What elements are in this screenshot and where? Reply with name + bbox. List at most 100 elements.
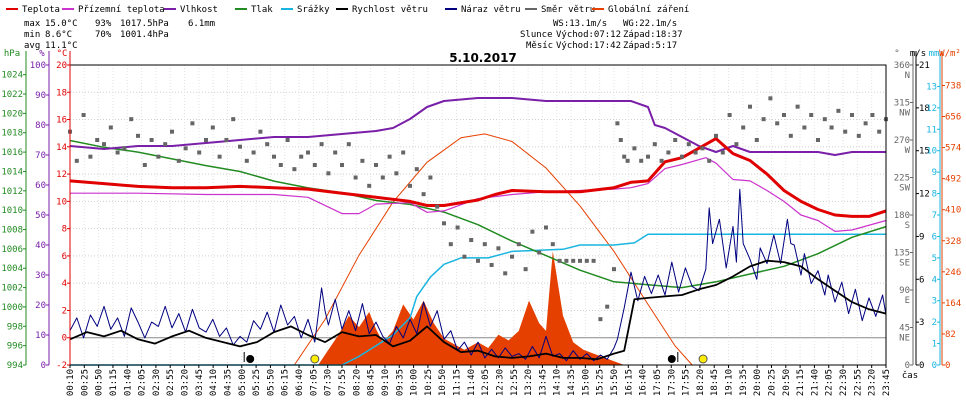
wind-direction-point: [775, 121, 780, 126]
x-tick-label: 04:35: [223, 369, 233, 396]
wind-direction-point: [319, 142, 324, 147]
wind-direction-point: [421, 192, 426, 197]
wind-direction-point: [482, 242, 487, 247]
wind-direction-point: [95, 138, 100, 142]
precipitation-tick-label: 2: [932, 318, 937, 328]
pressure-tick-label: 996: [7, 342, 23, 352]
temperature-axis-unit: °C: [57, 49, 68, 59]
wind-direction-point: [693, 150, 698, 155]
temperature-tick-label: 2: [62, 306, 67, 316]
wind-direction-point: [251, 150, 256, 155]
precipitation-axis-unit: mm: [929, 49, 940, 59]
direction-tick-label: 270: [894, 136, 910, 146]
x-tick-label: 09:35: [395, 369, 405, 396]
wind-direction-point: [557, 258, 562, 263]
wind-direction-point: [748, 104, 752, 109]
x-tick-label: 10:50: [438, 369, 448, 396]
wind-speed-tick-label: 3: [919, 318, 924, 328]
legend-label-zareni: Globální záření: [608, 5, 689, 15]
wind-direction-point: [496, 246, 501, 251]
wind-direction-point: [761, 117, 766, 122]
precipitation-tick-label: 9: [932, 168, 937, 178]
wind-direction-point: [734, 142, 739, 147]
x-tick-label: 23:20: [868, 369, 878, 396]
series-precipitation: [70, 233, 886, 366]
wind-direction-point: [673, 138, 678, 142]
legend-label-smer: Směr větru: [541, 5, 595, 15]
moonrise-time: Východ:17:42: [556, 41, 621, 51]
temperature-tick-label: 14: [56, 143, 67, 153]
wind-direction-point: [346, 142, 351, 147]
wind-speed-tick-label: 12: [919, 190, 930, 200]
humidity-tick-label: 20: [35, 301, 46, 311]
x-tick-label: 16:40: [639, 369, 649, 396]
x-tick-label: 12:30: [495, 369, 505, 396]
wind-direction-point: [312, 163, 317, 167]
series-radiation-measured: [318, 251, 625, 365]
wind-direction-point: [700, 146, 705, 151]
wind-direction-point: [414, 167, 419, 172]
wind-direction-point: [115, 150, 120, 155]
x-tick-label: 13:45: [538, 369, 548, 396]
x-tick-label: 17:30: [667, 369, 677, 396]
pressure-axis-unit: hPa: [4, 49, 20, 59]
wind-direction-point: [829, 125, 834, 130]
wind-direction-point: [822, 117, 827, 122]
sunset-marker: [698, 354, 708, 364]
wind-direction-point: [707, 158, 712, 163]
wind-direction-point: [727, 113, 732, 117]
wind-direction-point: [374, 163, 378, 167]
direction-tick-label: 315: [894, 99, 910, 109]
wind-speed-axis-unit: m/s: [910, 49, 926, 59]
precipitation-tick-label: 4: [932, 275, 937, 285]
x-tick-label: 07:05: [309, 369, 319, 396]
wind-direction-point: [394, 171, 399, 176]
x-tick-label: 02:05: [138, 369, 148, 396]
radiation-axis-unit: W/m²: [939, 49, 961, 59]
radiation-tick-label: 574: [945, 144, 961, 154]
x-tick-label: 03:45: [195, 369, 205, 396]
stat-min-label: min: [24, 30, 40, 40]
direction-compass-label: SW: [899, 184, 910, 194]
direction-compass-label: W: [905, 146, 911, 156]
radiation-tick-label: 492: [945, 175, 961, 185]
wind-speed-tick-label: 15: [919, 147, 930, 157]
wind-direction-point: [618, 138, 623, 142]
pressure-tick-label: 1010: [1, 206, 23, 216]
wind-direction-point: [612, 267, 616, 272]
x-tick-label: 20:25: [767, 369, 777, 396]
humidity-tick-label: 0: [41, 361, 46, 371]
legend: Teplota Přízemní teplota Vlhkost Tlak Srážky…: [6, 5, 689, 15]
pressure-tick-label: 1012: [1, 187, 23, 197]
wind-direction-point: [136, 133, 140, 138]
radiation-tick-label: 738: [945, 81, 961, 91]
wind-speed-tick-label: 18: [919, 104, 930, 114]
x-tick-label: 08:45: [367, 369, 377, 396]
wind-direction-point: [292, 167, 297, 172]
wind-direction-point: [720, 150, 725, 155]
wind-direction-point: [680, 154, 684, 159]
moon-label: Měsíc: [526, 41, 553, 51]
stat-avg-label: avg: [24, 41, 40, 51]
wind-direction-point: [537, 250, 542, 255]
stat-rain: 6.1mm: [188, 19, 215, 29]
direction-tick-label: 225: [894, 174, 910, 184]
stats-block: max 15.0°C 93% 1017.5hPa 6.1mm min 8.6°C 70% 100…: [24, 19, 683, 51]
direction-compass-label: NE: [899, 334, 910, 344]
stat-max-temp: 15.0°C: [45, 19, 78, 29]
x-tick-label: 02:55: [166, 369, 176, 396]
wind-direction-point: [163, 142, 168, 147]
stat-min-temp: 8.6°C: [45, 30, 72, 40]
wind-direction-point: [435, 204, 440, 209]
legend-label-teplota: Teplota: [22, 5, 60, 15]
x-tick-label: 17:55: [682, 369, 692, 396]
x-tick-label: 05:25: [252, 369, 262, 396]
precipitation-tick-label: 10: [926, 147, 937, 157]
wind-direction-point: [340, 163, 344, 167]
series-wind-gust: [69, 188, 887, 362]
wind-direction-point: [387, 154, 392, 159]
wind-direction-point: [88, 154, 93, 159]
wind-direction-point: [584, 258, 589, 263]
wind-direction-point: [455, 225, 460, 230]
wind-direction-point: [74, 158, 79, 163]
